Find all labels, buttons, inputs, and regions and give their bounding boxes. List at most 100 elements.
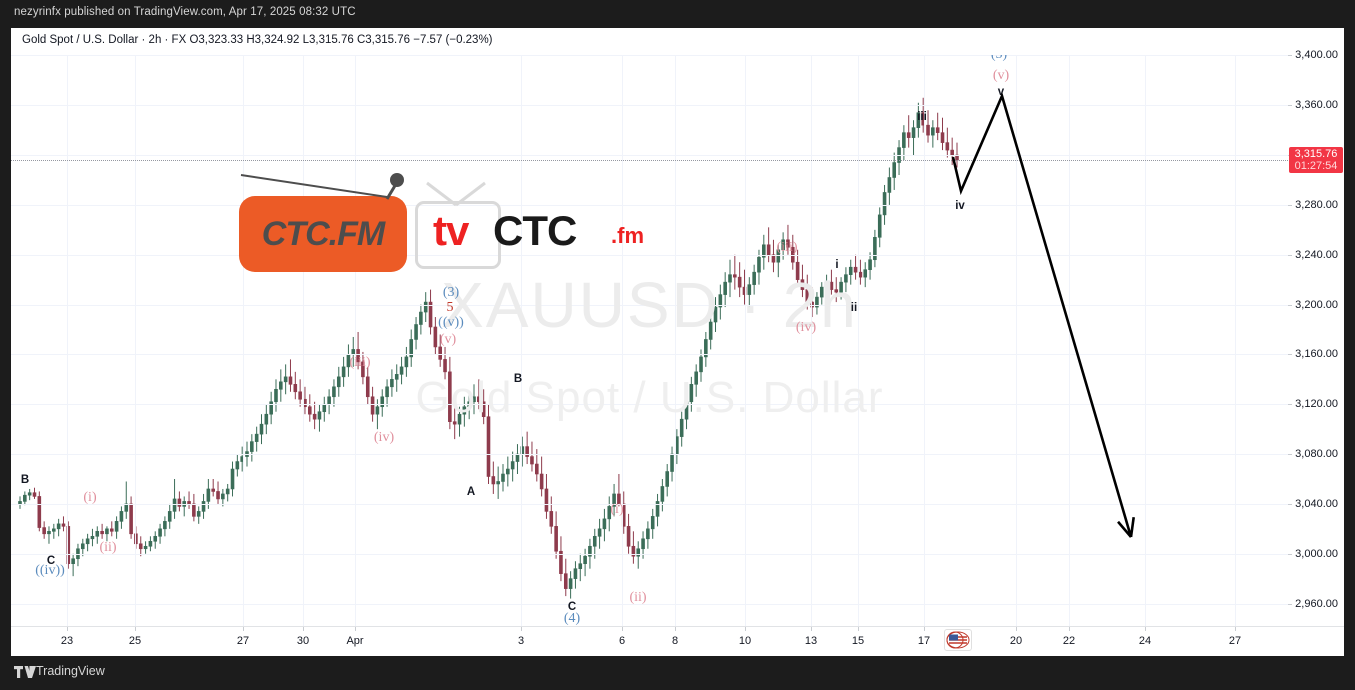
time-axis-tick — [303, 627, 304, 631]
wave-label: (ii) — [99, 540, 117, 555]
publisher-bar: nezyrinfx published on TradingView.com, … — [0, 0, 1355, 28]
price-axis-tick — [1288, 454, 1292, 456]
tvctc-fm-logo: tv CTC .fm — [415, 181, 661, 269]
tradingview-brand-label: TradingView — [36, 664, 105, 678]
grid-line-vertical — [1235, 28, 1236, 626]
time-axis-tick — [745, 627, 746, 631]
wave-label: (iv) — [373, 430, 395, 445]
bearish-projection-path — [951, 92, 1135, 538]
price-axis-tick — [1288, 503, 1292, 505]
grid-line-horizontal — [11, 155, 1288, 157]
grid-line-vertical — [811, 28, 812, 626]
tvctc-ctc-text: CTC — [493, 207, 577, 254]
time-axis-label: 6 — [618, 635, 626, 647]
tvctc-fm-text: .fm — [611, 223, 644, 248]
wave-label: B — [513, 373, 523, 385]
wave-label: (iv) — [795, 320, 817, 335]
grid-line-horizontal — [11, 603, 1288, 605]
wave-label: (v) — [439, 332, 457, 347]
price-axis-label: 2,960.00 — [1295, 597, 1338, 610]
grid-line-horizontal — [11, 354, 1288, 356]
grid-line-vertical — [1145, 28, 1146, 626]
grid-line-vertical — [675, 28, 676, 626]
wave-label: (4) — [563, 611, 581, 626]
time-axis-tick — [675, 627, 676, 631]
time-axis-label: 13 — [804, 635, 818, 647]
publisher-text: nezyrinfx published on TradingView.com, … — [14, 6, 356, 18]
time-axis-tick — [1069, 627, 1070, 631]
time-axis-tick — [1016, 627, 1017, 631]
time-axis-tick — [355, 627, 356, 631]
antenna-icon — [240, 173, 404, 200]
wave-label: C — [567, 601, 577, 613]
grid-line-horizontal — [11, 304, 1288, 306]
price-axis-tick — [1288, 553, 1292, 555]
grid-line-vertical — [243, 28, 244, 626]
grid-line-horizontal — [11, 454, 1288, 456]
time-axis-label: 30 — [296, 635, 310, 647]
grid-line-vertical — [745, 28, 746, 626]
ctc-fm-logo-text: CTC.FM — [261, 215, 385, 253]
time-axis[interactable]: 23 25 27 30 Apr 3 6 8 10 13 15 17 20 22 24 27 — [11, 626, 1344, 657]
wave-label: (v) — [992, 68, 1010, 83]
bottom-bar: TradingView — [0, 656, 1355, 690]
last-price-line — [11, 160, 1288, 162]
price-axis-tick — [1288, 254, 1292, 256]
us-flag-event-icon[interactable] — [944, 629, 972, 651]
wave-label: 5 — [446, 300, 454, 315]
price-axis-tick — [1288, 204, 1292, 206]
legend-text: Gold Spot / U.S. Dollar · 2h · FX O3,323… — [22, 34, 493, 46]
time-axis-tick — [1235, 627, 1236, 631]
last-price-badge: 3,315.76 01:27:54 — [1289, 147, 1343, 174]
grid-line-horizontal — [11, 404, 1288, 406]
time-axis-label: 17 — [917, 635, 931, 647]
time-axis-label: 27 — [1228, 635, 1242, 647]
tradingview-logo-icon — [14, 666, 36, 678]
price-axis[interactable]: USD 3,315.76 01:27:54 3,400.003,360.003,… — [1288, 28, 1344, 626]
time-axis-label: 24 — [1138, 635, 1152, 647]
time-axis-label: Apr — [346, 635, 364, 647]
time-axis-tick — [924, 627, 925, 631]
time-axis-label: 25 — [128, 635, 142, 647]
time-axis-label: 10 — [738, 635, 752, 647]
tvctc-tv-text: tv — [433, 207, 469, 254]
time-axis-tick — [858, 627, 859, 631]
wave-label: A — [466, 486, 476, 498]
wave-label: (iii) — [349, 355, 371, 370]
price-axis-label: 3,280.00 — [1295, 198, 1338, 211]
time-axis-label: 15 — [851, 635, 865, 647]
grid-line-vertical — [303, 28, 304, 626]
bar-countdown: 01:27:54 — [1294, 160, 1338, 173]
ctc-fm-logo: CTC.FM — [239, 196, 407, 272]
grid-line-horizontal — [11, 55, 1288, 57]
price-axis-tick — [1288, 404, 1292, 406]
wave-label: (i) — [610, 502, 624, 517]
wave-label: ((v)) — [438, 315, 464, 330]
grid-line-horizontal — [11, 503, 1288, 505]
wave-label: (3) — [442, 285, 460, 300]
grid-line-vertical — [858, 28, 859, 626]
time-axis-tick — [135, 627, 136, 631]
time-axis-label: 23 — [60, 635, 74, 647]
wave-label: ((iv)) — [35, 563, 65, 578]
chart-plot-area[interactable]: XAUUSD · 2h Gold Spot / U.S. Dollar B C((… — [11, 28, 1288, 626]
price-axis-tick — [1288, 354, 1292, 356]
grid-line-horizontal — [11, 553, 1288, 555]
time-axis-tick — [521, 627, 522, 631]
wave-label: i — [835, 259, 839, 271]
wave-label: iv — [955, 200, 965, 212]
wave-label: (iii) — [776, 240, 798, 255]
price-axis-label: 3,400.00 — [1295, 49, 1338, 62]
price-axis-label: 3,240.00 — [1295, 248, 1338, 261]
price-axis-tick — [1288, 603, 1292, 605]
wave-label: v — [997, 86, 1005, 98]
wave-label: (ii) — [629, 590, 647, 605]
wave-label: B — [20, 474, 30, 486]
time-axis-label: 22 — [1062, 635, 1076, 647]
grid-line-vertical — [924, 28, 925, 626]
time-axis-label: 3 — [517, 635, 525, 647]
wave-label: C — [46, 555, 56, 567]
grid-line-vertical — [521, 28, 522, 626]
time-axis-tick — [1145, 627, 1146, 631]
